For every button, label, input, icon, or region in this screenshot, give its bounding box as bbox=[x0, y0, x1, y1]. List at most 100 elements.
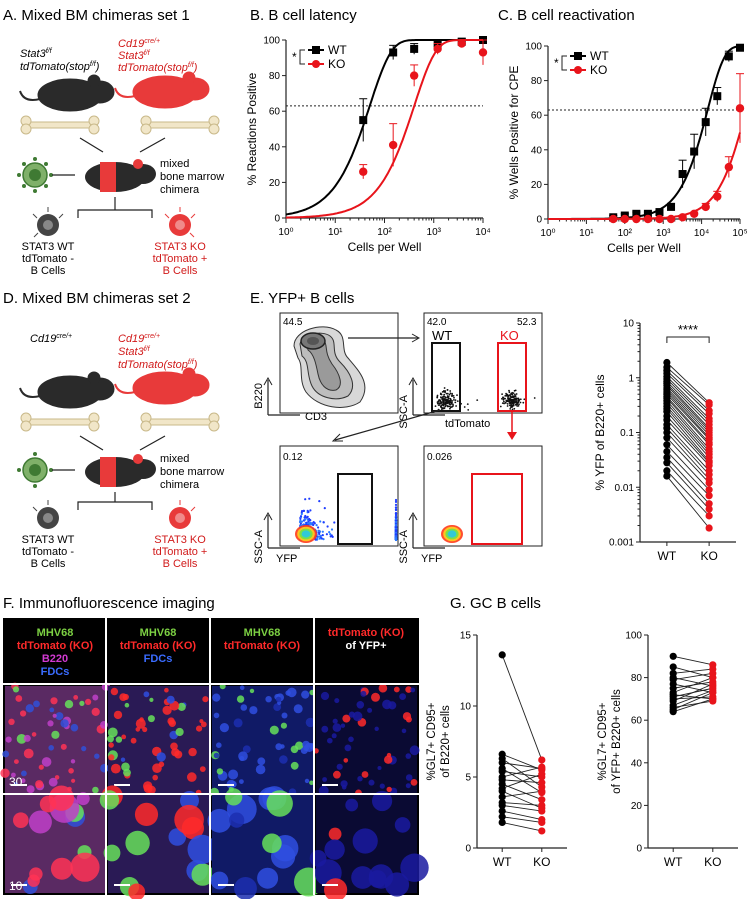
flow-dot bbox=[394, 516, 398, 519]
flow-dot bbox=[322, 538, 325, 541]
flow-dot bbox=[444, 390, 447, 392]
panel-a-title: A. Mixed BM chimeras set 1 bbox=[3, 7, 190, 24]
flow-dot bbox=[505, 392, 507, 395]
if-cell-blob bbox=[336, 763, 343, 770]
flow-dot bbox=[453, 399, 455, 401]
flow-dot bbox=[455, 405, 457, 407]
G2-point-wt bbox=[669, 663, 677, 671]
E-x-tick-label: WT bbox=[658, 549, 677, 563]
C-point-ko bbox=[632, 214, 641, 224]
E-point-wt bbox=[663, 428, 671, 437]
a-ko-mouse-icon bbox=[114, 71, 210, 109]
flow-dot bbox=[316, 538, 319, 541]
if-cell-blob bbox=[142, 726, 148, 733]
if-cell-blob bbox=[188, 747, 197, 757]
E-pair-line bbox=[666, 408, 710, 458]
B-significance-label: * bbox=[292, 50, 297, 64]
E-pair-line bbox=[666, 383, 710, 429]
flow-dot bbox=[449, 401, 451, 404]
flow-dot bbox=[511, 400, 514, 403]
if-cell-blob bbox=[332, 718, 338, 724]
G1-point-ko bbox=[538, 779, 546, 787]
flow-dot bbox=[318, 537, 321, 540]
E-pair-line bbox=[666, 389, 710, 436]
if-cell-blob bbox=[91, 707, 100, 717]
E-pair-line bbox=[666, 398, 710, 445]
B-point-ko bbox=[457, 39, 466, 48]
flow-dot bbox=[394, 498, 398, 502]
a-wt-genotype-line1: Stat3f/f bbox=[20, 48, 53, 60]
gate2-left-value: 42.0 bbox=[427, 317, 447, 328]
E-pair-line bbox=[666, 457, 710, 505]
a-wt-bone-icon bbox=[20, 115, 100, 135]
flow-dot bbox=[506, 403, 509, 405]
C-significance-label: * bbox=[554, 56, 559, 70]
G2-pair-line bbox=[673, 668, 713, 674]
flow-dot bbox=[444, 403, 447, 406]
B-point-wt bbox=[389, 48, 398, 57]
flow-dot bbox=[518, 403, 520, 406]
gate2-ko-gate bbox=[497, 342, 527, 412]
if-col1-label3: B220 bbox=[42, 653, 68, 665]
flow-dot bbox=[303, 516, 306, 519]
if-cell-blob bbox=[240, 704, 248, 711]
if-cell-blob bbox=[340, 780, 348, 788]
if-cell-blob bbox=[384, 872, 410, 897]
E-point-wt bbox=[663, 459, 671, 467]
if-cell-blob bbox=[242, 745, 251, 754]
if-cell-blob bbox=[269, 725, 279, 735]
flow-dot bbox=[440, 408, 443, 410]
if-cell-blob bbox=[120, 757, 126, 762]
G1-point-wt bbox=[498, 787, 506, 795]
if-cell-blob bbox=[54, 775, 60, 780]
if-cell-blob bbox=[409, 745, 420, 756]
G1-y-tick-label: 0 bbox=[465, 844, 471, 855]
E-pair-line bbox=[666, 381, 710, 425]
a-wt-bcell-icon bbox=[32, 207, 64, 238]
flow-dot bbox=[307, 522, 310, 525]
C-legend-label: KO bbox=[590, 63, 607, 77]
if-cell-blob bbox=[60, 719, 69, 728]
flow-dot bbox=[436, 401, 439, 403]
G1-pair-line bbox=[502, 790, 542, 809]
if-col2-label1: MHV68 bbox=[140, 627, 177, 639]
chart-e-yfp-percent: 0.001 0.01 0.1 1 10 WT KO % YFP of B220+ cells *… bbox=[593, 319, 736, 563]
flow-dot bbox=[315, 524, 318, 527]
flow-dot bbox=[509, 402, 512, 405]
flow-dot bbox=[451, 395, 453, 397]
if-cell-blob bbox=[26, 785, 35, 794]
C-legend-marker bbox=[574, 66, 582, 74]
if-cell-blob bbox=[48, 777, 58, 787]
G2-pair-line bbox=[673, 683, 713, 702]
gate3-yfp-gate bbox=[337, 473, 373, 545]
d-ko-genotype-line2: Stat3f/f bbox=[118, 346, 151, 358]
flow-dot bbox=[436, 394, 439, 397]
E-pair-line bbox=[666, 393, 710, 440]
G1-point-ko bbox=[538, 787, 546, 795]
E-y-label: % YFP of B220+ cells bbox=[593, 375, 607, 491]
gate2-right-value: 52.3 bbox=[517, 317, 537, 328]
panel-b-title: B. B cell latency bbox=[250, 7, 357, 24]
if-cell-blob bbox=[309, 780, 314, 786]
flow-dot bbox=[446, 392, 449, 395]
if-cell-blob bbox=[196, 725, 203, 732]
G1-point-ko bbox=[538, 770, 546, 778]
if-cell-blob bbox=[343, 758, 349, 763]
if-cell-blob bbox=[405, 783, 411, 789]
d-wt-mouse-icon bbox=[19, 371, 115, 409]
a-ko-genotype-line1: Cd19cre/+ bbox=[118, 38, 160, 50]
if-cell-blob bbox=[139, 717, 144, 722]
G2-y-tick-label: 80 bbox=[631, 673, 643, 684]
if-cell-blob bbox=[180, 791, 199, 810]
if-cell-blob bbox=[99, 790, 120, 810]
G2-pair-line bbox=[673, 689, 713, 706]
if-cell-blob bbox=[333, 770, 341, 779]
C-point-ko bbox=[724, 162, 734, 172]
C-y-tick-label: 40 bbox=[531, 145, 543, 156]
d-wt-cell-line2: tdTomato - bbox=[22, 546, 74, 558]
B-point-ko bbox=[478, 48, 488, 57]
if-cell-blob bbox=[249, 706, 258, 715]
C-point-ko bbox=[655, 214, 664, 224]
if-cell-blob bbox=[320, 691, 330, 701]
if-cell-blob bbox=[85, 698, 92, 706]
